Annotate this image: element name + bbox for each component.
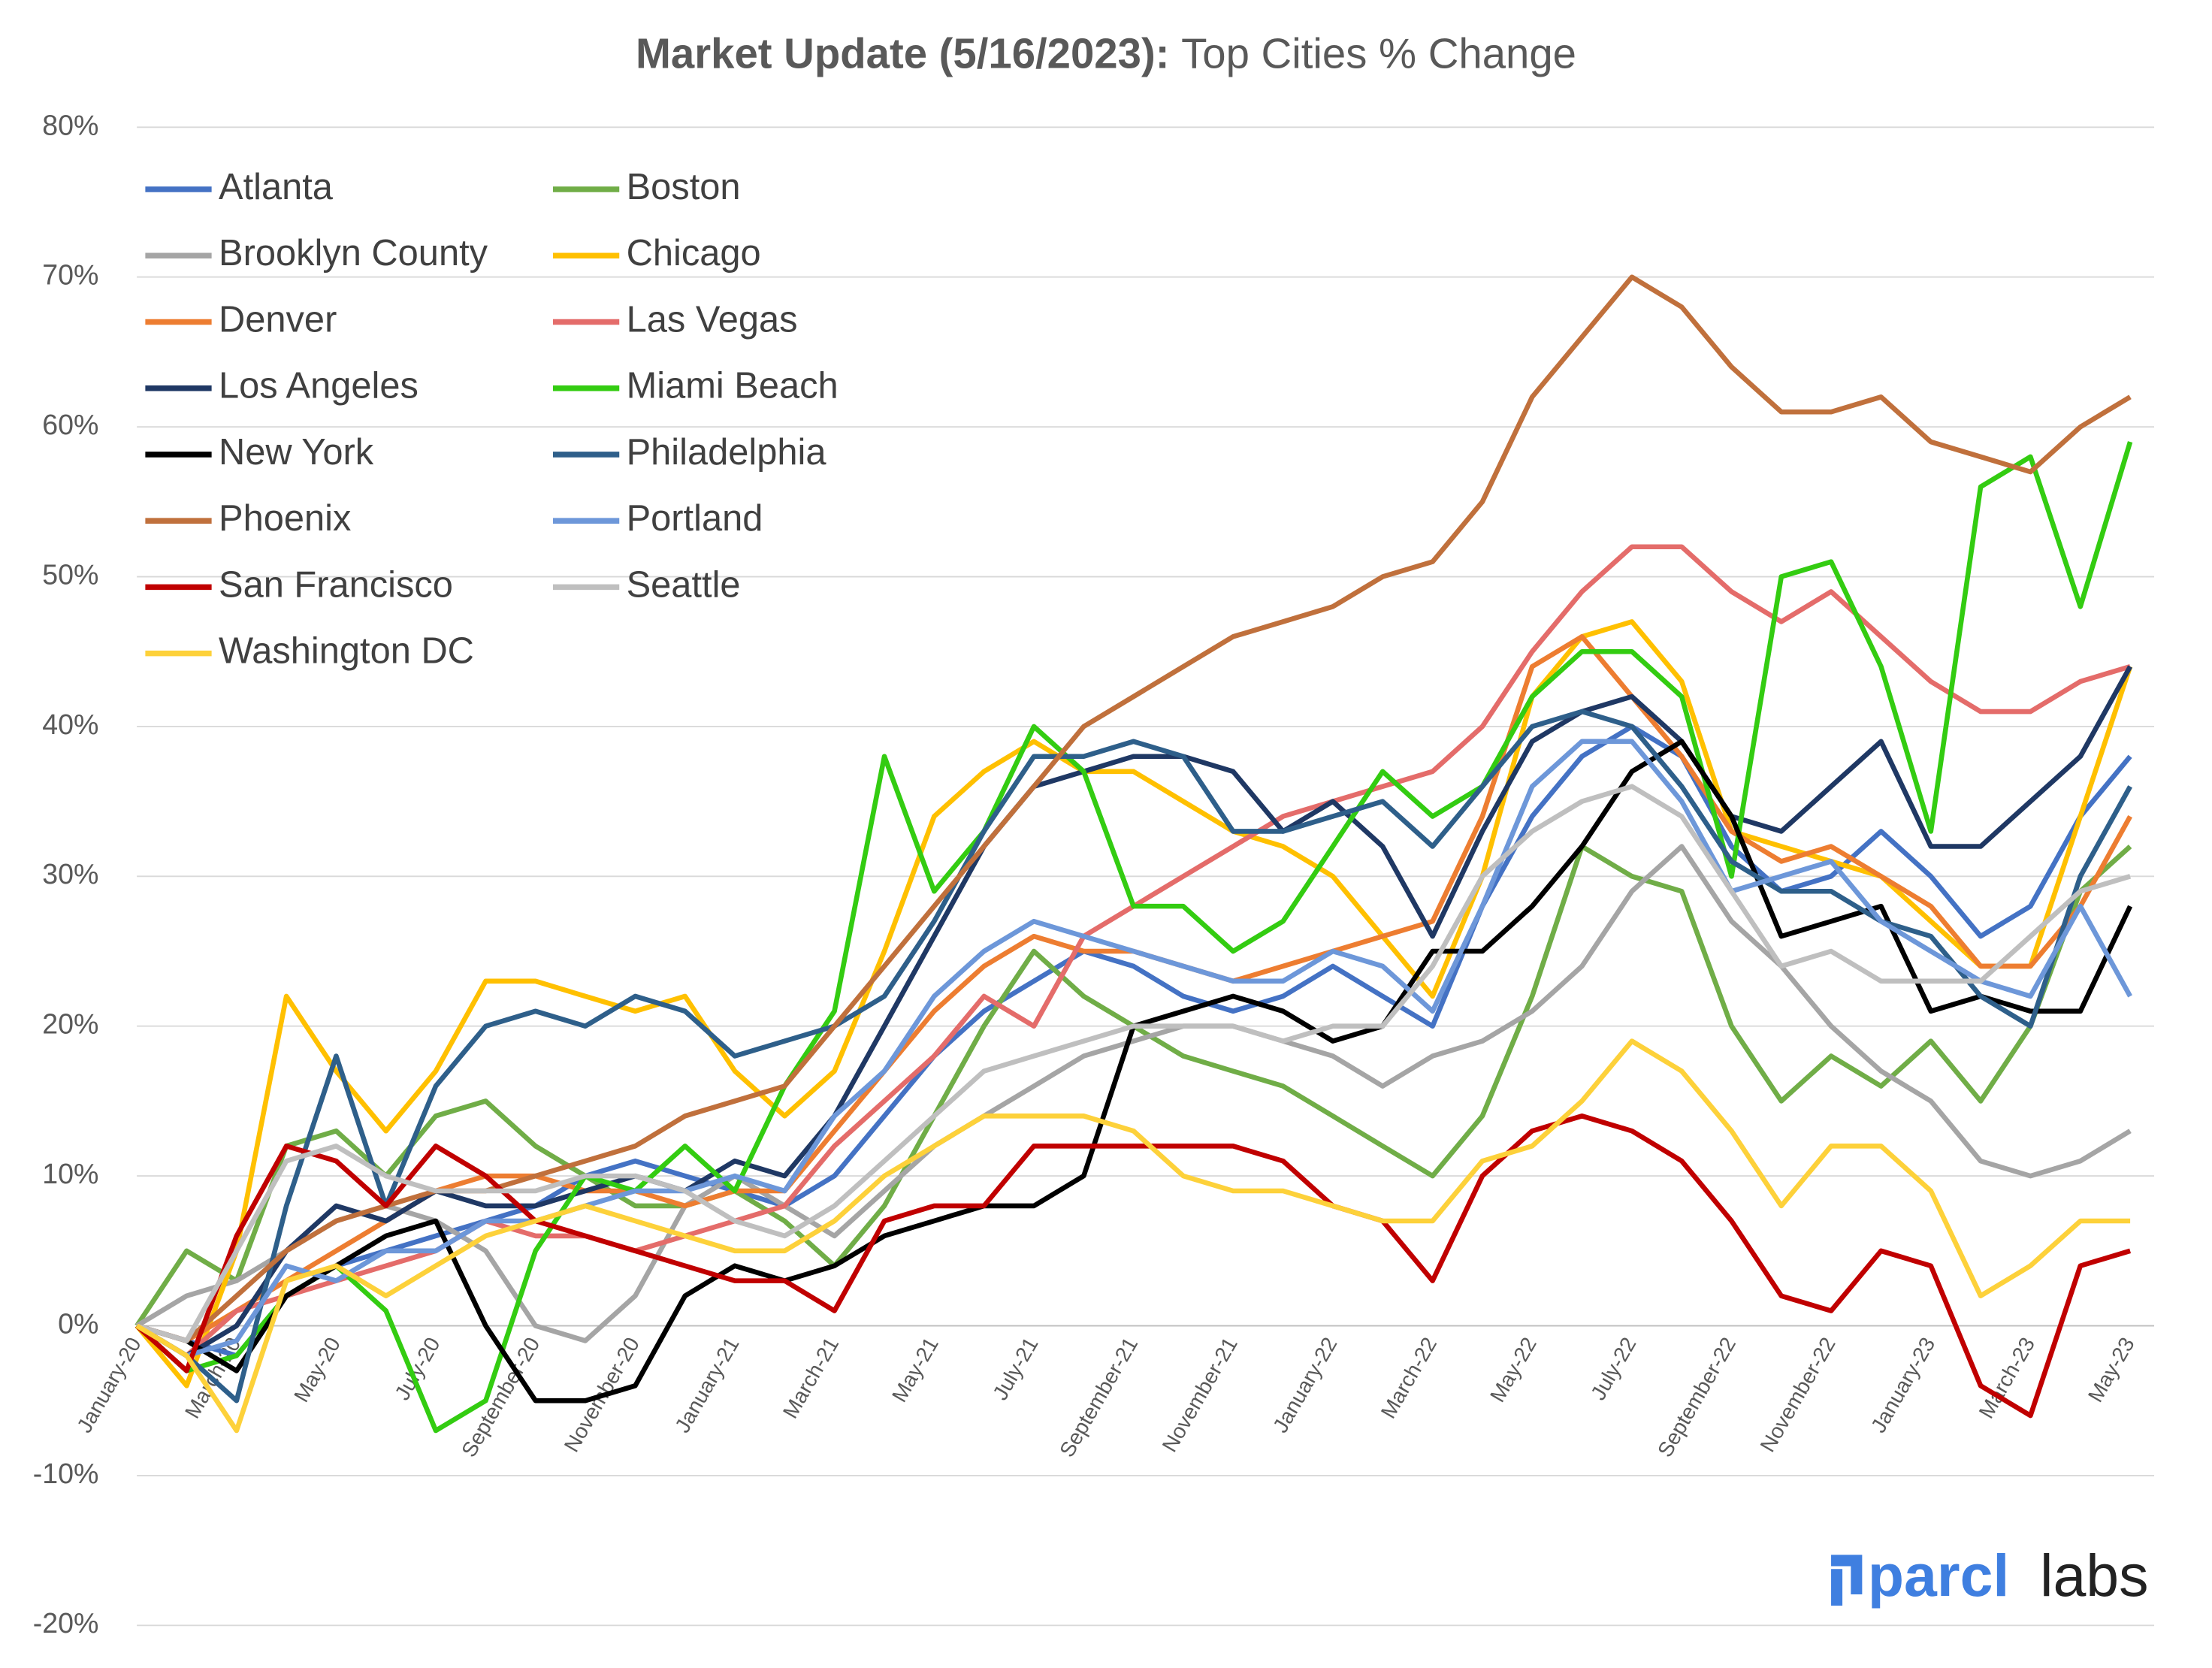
legend-label: Las Vegas — [627, 299, 798, 340]
legend-label: Seattle — [627, 564, 741, 605]
x-tick-label: September-22 — [1653, 1334, 1740, 1461]
legend: Atlanta Boston Brooklyn County Chicago Denve… — [145, 167, 839, 672]
x-tick-label: January-20 — [72, 1334, 145, 1437]
legend-label: Denver — [219, 299, 337, 340]
legend-label: Brooklyn County — [219, 233, 488, 273]
x-tick-label: March-22 — [1376, 1334, 1441, 1422]
logo-brand: parcl — [1868, 1543, 2009, 1609]
legend-label: Chicago — [627, 233, 761, 273]
x-tick-label: May-23 — [2084, 1334, 2139, 1407]
y-tick-label: -10% — [33, 1458, 99, 1489]
x-tick-label: July-22 — [1586, 1334, 1640, 1404]
y-tick-label: 50% — [42, 558, 98, 590]
logo: parcl labs — [1831, 1543, 2149, 1609]
legend-label: Miami Beach — [627, 366, 839, 406]
chart-title: Market Update (5/16/2023): Top Cities % … — [636, 29, 1576, 77]
y-tick-label: 30% — [42, 858, 98, 890]
title-regular: Top Cities % Change — [1181, 29, 1576, 77]
series-line — [134, 1114, 2132, 1419]
series-line — [136, 784, 2132, 1343]
x-tick-label: September-21 — [1055, 1334, 1142, 1461]
title-bold: Market Update (5/16/2023): — [636, 29, 1169, 77]
legend-label: Washington DC — [219, 631, 474, 672]
y-tick-label: 10% — [42, 1158, 98, 1189]
x-tick-label: March-21 — [778, 1334, 843, 1422]
x-tick-label: July-21 — [988, 1334, 1042, 1404]
x-tick-label: November-22 — [1756, 1334, 1840, 1456]
y-tick-label: -20% — [33, 1607, 99, 1639]
x-tick-label: May-20 — [289, 1334, 345, 1407]
y-tick-label: 20% — [42, 1008, 98, 1040]
y-tick-label: 60% — [42, 409, 98, 440]
legend-label: New York — [219, 432, 374, 473]
series-line — [135, 1038, 2131, 1434]
legend-label: Philadelphia — [627, 432, 827, 473]
logo-suffix: labs — [2040, 1543, 2149, 1609]
series-line — [135, 844, 2132, 1343]
x-tick-label: November-21 — [1158, 1334, 1242, 1456]
series-line — [135, 739, 2132, 1358]
series-line — [136, 274, 2132, 1343]
y-tick-label: 40% — [42, 709, 98, 740]
series-line — [134, 619, 2133, 1388]
logo-icon — [1831, 1555, 1863, 1606]
legend-label: Los Angeles — [219, 366, 419, 406]
series-line — [134, 441, 2133, 1434]
legend-label: Phoenix — [219, 498, 351, 539]
y-tick-label: 0% — [58, 1307, 98, 1339]
x-tick-label: March-23 — [1975, 1334, 2039, 1422]
legend-label: Portland — [627, 498, 763, 539]
series-line — [135, 665, 2132, 1358]
x-tick-label: May-22 — [1485, 1334, 1541, 1407]
legend-label: Atlanta — [219, 167, 334, 207]
x-tick-label: January-23 — [1866, 1334, 1939, 1437]
x-tick-label: January-21 — [670, 1334, 743, 1437]
x-tick-label: January-22 — [1268, 1334, 1341, 1437]
series-line — [136, 724, 2132, 1358]
series-line — [135, 709, 2132, 1404]
x-tick-label: May-21 — [887, 1334, 943, 1407]
legend-label: San Francisco — [219, 564, 453, 605]
legend-label: Boston — [627, 167, 741, 207]
y-tick-label: 80% — [42, 109, 98, 141]
y-tick-label: 70% — [42, 259, 98, 291]
